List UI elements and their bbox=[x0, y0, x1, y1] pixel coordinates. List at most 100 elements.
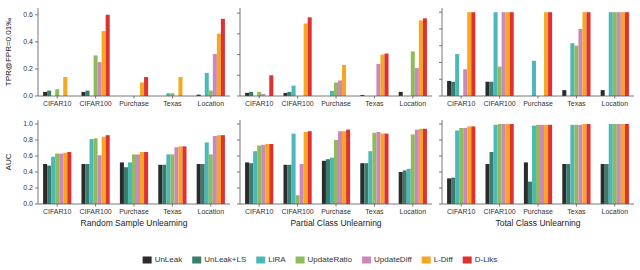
x-tick-label: Location bbox=[400, 100, 427, 107]
x-tick bbox=[461, 204, 462, 207]
bar bbox=[265, 144, 269, 204]
bar bbox=[570, 125, 574, 204]
bar bbox=[257, 146, 261, 204]
y-tick bbox=[35, 68, 38, 69]
bar bbox=[269, 75, 273, 96]
x-tick bbox=[336, 204, 337, 207]
bar bbox=[124, 167, 128, 204]
x-axis-label: Random Sample Unlearning bbox=[81, 218, 188, 228]
bar bbox=[364, 163, 368, 204]
x-tick bbox=[172, 96, 173, 99]
bar bbox=[419, 129, 423, 204]
y-tick bbox=[237, 33, 240, 34]
x-tick bbox=[614, 96, 615, 99]
bar bbox=[609, 124, 613, 204]
x-tick-label: Texas bbox=[365, 208, 384, 215]
bar bbox=[548, 12, 552, 96]
subplot: CIFAR10CIFAR100PurchaseTexasLocation bbox=[439, 8, 634, 107]
y-tick bbox=[439, 140, 442, 141]
bar bbox=[540, 125, 544, 204]
bar bbox=[197, 164, 201, 204]
bar bbox=[471, 12, 475, 96]
figure: 0.00.20.40.6CIFAR10CIFAR100PurchaseTexas… bbox=[0, 0, 640, 270]
bar bbox=[217, 135, 221, 204]
bar bbox=[574, 46, 578, 96]
x-tick bbox=[374, 204, 375, 207]
bar bbox=[209, 91, 213, 96]
bar bbox=[245, 93, 249, 96]
legend-swatch bbox=[422, 257, 431, 264]
bar bbox=[562, 90, 566, 96]
legend-swatch bbox=[192, 257, 201, 264]
x-tick-label: Purchase bbox=[119, 208, 149, 215]
bar bbox=[47, 166, 51, 204]
bar bbox=[63, 77, 67, 96]
bar bbox=[308, 131, 312, 204]
bar bbox=[380, 134, 384, 204]
bar bbox=[423, 129, 427, 204]
bar bbox=[330, 91, 334, 96]
bar bbox=[288, 92, 292, 96]
y-tick bbox=[35, 204, 38, 205]
x-tick-label: CIFAR100 bbox=[483, 100, 515, 107]
bar bbox=[94, 55, 98, 96]
subplot: CIFAR10CIFAR100PurchaseTexasLocationPart… bbox=[237, 120, 432, 228]
bar bbox=[342, 65, 346, 96]
bar bbox=[296, 195, 300, 204]
bar bbox=[411, 134, 415, 204]
x-tick bbox=[172, 204, 173, 207]
bar bbox=[463, 69, 467, 96]
bar bbox=[170, 93, 174, 96]
bar bbox=[221, 135, 225, 204]
bar bbox=[459, 128, 463, 204]
bar bbox=[601, 164, 605, 204]
bar bbox=[98, 155, 102, 204]
bar bbox=[102, 137, 106, 204]
bar bbox=[106, 15, 110, 96]
bar bbox=[249, 92, 253, 96]
y-tick bbox=[439, 62, 442, 63]
x-tick-label: CIFAR10 bbox=[245, 208, 274, 215]
bar bbox=[178, 77, 182, 96]
legend-swatch bbox=[296, 257, 305, 264]
bar bbox=[506, 124, 510, 204]
y-tick-label: 0.4 bbox=[23, 38, 33, 45]
y-tick-label: 0.8 bbox=[23, 136, 33, 143]
y-tick bbox=[35, 172, 38, 173]
bar bbox=[322, 161, 326, 204]
bar bbox=[292, 86, 296, 96]
subplot: CIFAR10CIFAR100PurchaseTexasLocationTota… bbox=[439, 120, 634, 228]
bar bbox=[304, 132, 308, 204]
bar bbox=[372, 133, 376, 204]
bar bbox=[178, 146, 182, 204]
x-tick bbox=[57, 204, 58, 207]
bar bbox=[570, 43, 574, 96]
bar bbox=[221, 19, 225, 96]
bars bbox=[43, 15, 225, 96]
x-tick-label: CIFAR10 bbox=[447, 100, 476, 107]
bar bbox=[548, 125, 552, 204]
x-tick bbox=[297, 204, 298, 207]
y-tick bbox=[237, 156, 240, 157]
bar bbox=[43, 164, 47, 204]
bar bbox=[132, 154, 136, 204]
bar bbox=[47, 91, 51, 96]
y-axis bbox=[240, 8, 241, 96]
bar bbox=[494, 12, 498, 96]
x-tick bbox=[499, 96, 500, 99]
bar bbox=[498, 67, 502, 96]
subplot: 0.00.20.40.60.81.0CIFAR10CIFAR100Purchas… bbox=[4, 120, 230, 228]
bar bbox=[498, 124, 502, 204]
bar bbox=[451, 82, 455, 96]
x-tick bbox=[95, 96, 96, 99]
bar bbox=[120, 162, 124, 204]
bar bbox=[490, 152, 494, 204]
x-tick bbox=[134, 96, 135, 99]
subplot: 0.00.20.40.6CIFAR10CIFAR100PurchaseTexas… bbox=[4, 8, 230, 107]
bar bbox=[415, 130, 419, 204]
y-tick bbox=[439, 204, 442, 205]
y-tick-label: 0.2 bbox=[23, 65, 33, 72]
bar bbox=[81, 92, 85, 96]
x-tick bbox=[57, 96, 58, 99]
bar bbox=[532, 61, 536, 96]
